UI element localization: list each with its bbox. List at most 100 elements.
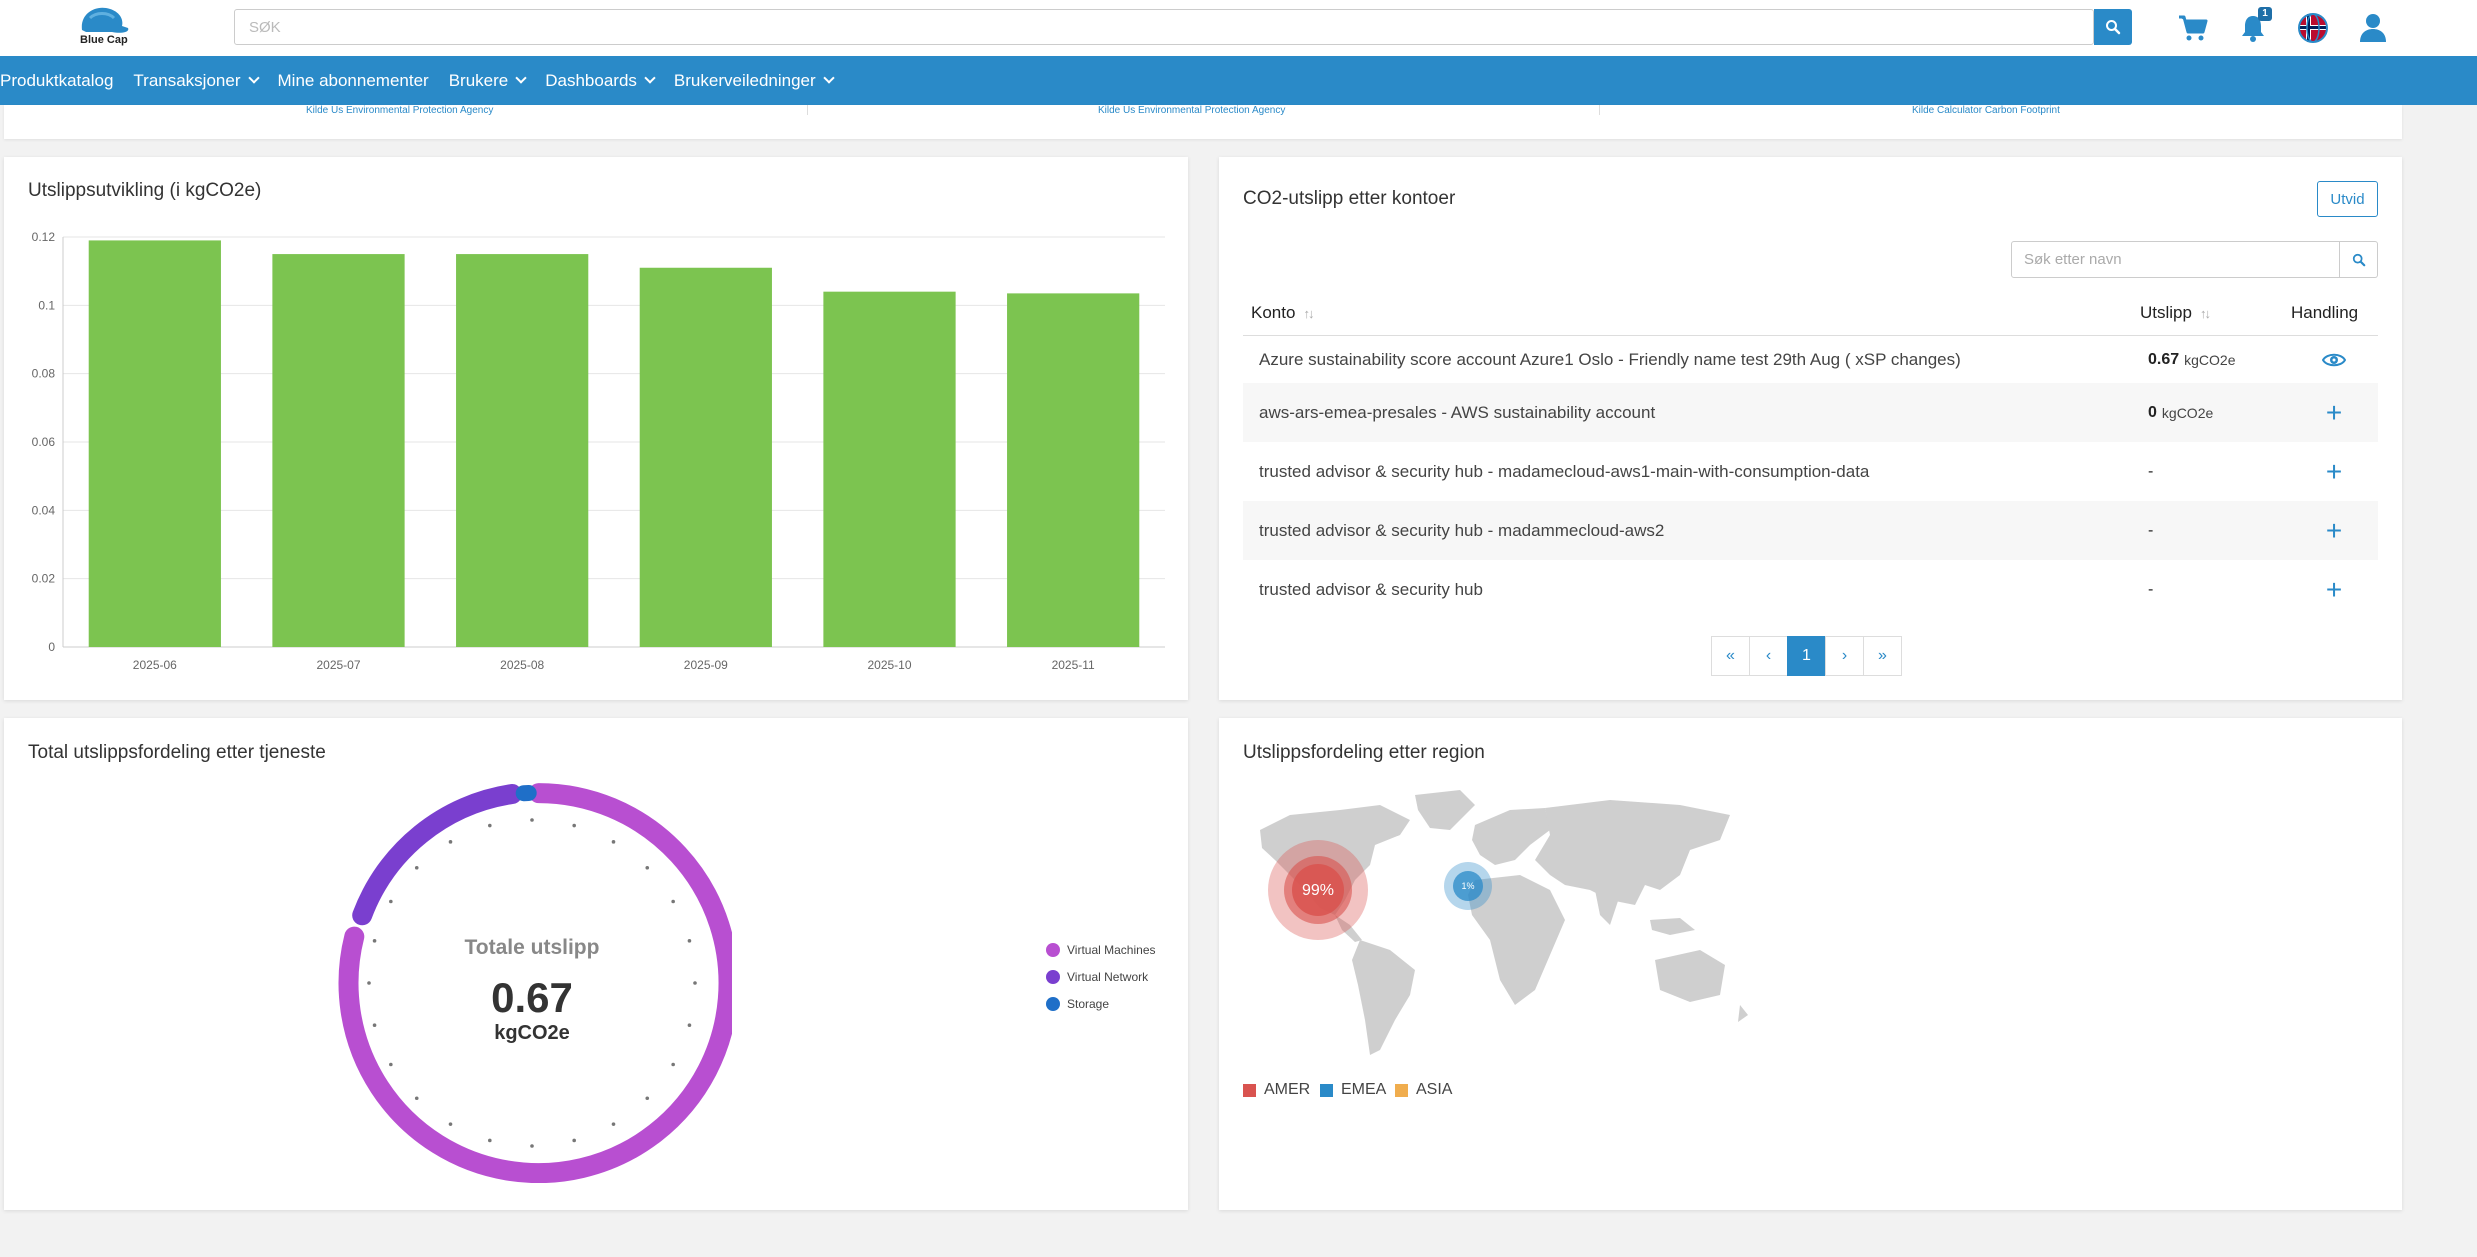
accounts-emission-title: CO2-utslipp etter kontoer [1243,188,1456,209]
bar[interactable] [88,240,221,647]
emission-trend-chart: 0 0.02 0.04 0.06 0.08 0.1 0.12 2025-06 2025-07 20… [32,230,1165,672]
brand-name: Blue Cap [80,34,128,46]
amer-marker-label: 99% [1302,882,1334,899]
chevron-down-icon [515,72,527,84]
donut-tick-dot [488,1138,492,1143]
y-tick-label: 0 [48,640,55,654]
table-header-divider [1243,335,2378,336]
donut-tick-dot [671,899,675,904]
account-search-button[interactable] [2340,241,2378,278]
add-account-button[interactable]: + [2314,560,2354,619]
legend-label: Virtual Machines [1067,943,1156,957]
legend-label: Storage [1067,997,1110,1011]
nav-item-transaksjoner[interactable]: Transaksjoner [133,71,260,91]
y-tick-label: 0.02 [32,572,56,586]
y-tick-label: 0.12 [32,230,56,244]
amer-marker[interactable] [1292,864,1344,916]
global-search-button[interactable] [2094,9,2132,45]
world-map: 99% 1% [1260,790,1748,1055]
add-account-button[interactable]: + [2314,383,2354,442]
column-header-emission[interactable]: Utslipp ↑↓ [2140,303,2211,323]
nav-item-produktkatalog[interactable]: Produktkatalog [0,71,113,91]
bar[interactable] [639,267,772,647]
account-search-input[interactable] [2011,241,2340,278]
emea-marker-label: 1% [1461,881,1474,891]
page-1-button[interactable]: 1 [1787,636,1826,676]
bar[interactable] [1007,293,1140,647]
table-row: Azure sustainability score account Azure… [1243,330,2378,389]
plus-icon: + [2325,455,2343,487]
region-legend-emea[interactable]: EMEA [1320,1081,1386,1099]
x-tick-label: 2025-06 [133,658,177,672]
x-tick-label: 2025-10 [867,658,911,672]
view-account-button[interactable] [2314,330,2354,389]
donut-segment-virtual-network[interactable] [352,784,523,926]
donut-tick-dot [389,1062,393,1067]
bar[interactable] [823,291,956,647]
source-link[interactable]: Kilde Us Environmental Protection Agency [306,105,494,116]
legend-item-virtual-machines[interactable]: Virtual Machines [1046,943,1156,957]
cart-button[interactable] [2176,11,2210,45]
nav-item-mine-abonnementer[interactable]: Mine abonnementer [278,71,429,91]
bar[interactable] [456,254,589,648]
donut-segment-virtual-machines[interactable] [338,783,732,1183]
account-name: trusted advisor & security hub - madamme… [1259,520,1665,540]
nav-label: Brukere [448,70,509,90]
prev-page-button[interactable]: ‹ [1749,636,1788,676]
source-link[interactable]: Kilde Us Environmental Protection Agency [1098,105,1286,116]
divider [807,105,808,115]
donut-tick-dot [687,1023,692,1027]
legend-label: AMER [1264,1081,1311,1098]
column-label: Utslipp [2140,303,2192,322]
brand-logo[interactable] [76,4,132,50]
donut-center-value: 0.67 [491,974,573,1021]
y-tick-label: 0.08 [32,367,56,381]
eye-icon [2322,353,2346,366]
plus-icon: + [2325,396,2343,428]
add-account-button[interactable]: + [2314,442,2354,501]
sort-icon: ↑↓ [1303,305,1314,321]
source-link[interactable]: Kilde Calculator Carbon Footprint [1912,105,2060,116]
donut-tick-dot [414,865,419,870]
column-header-action: Handling [2291,303,2358,323]
user-menu-button[interactable] [2356,11,2390,45]
nav-item-brukerveiledninger[interactable]: Brukerveiledninger [674,71,835,91]
x-tick-label: 2025-08 [500,658,544,672]
expand-button[interactable]: Utvid [2317,181,2378,217]
emea-marker[interactable] [1453,871,1483,901]
bar[interactable] [272,254,405,648]
donut-tick-dot [645,865,650,870]
plus-icon: + [2325,514,2343,546]
donut-tick-dot [530,818,534,822]
next-page-button[interactable]: › [1825,636,1864,676]
last-page-button[interactable]: » [1863,636,1902,676]
table-row: trusted advisor & security hub - madamme… [1243,501,2378,560]
column-header-account[interactable]: Konto ↑↓ [1251,303,1314,323]
legend-label: ASIA [1416,1081,1453,1098]
donut-tick-dot [572,823,576,828]
nav-item-dashboards[interactable]: Dashboards [545,71,656,91]
emission-unit: kgCO2e [2184,351,2236,368]
notifications-button[interactable] [2236,11,2270,45]
region-legend-amer[interactable]: AMER [1243,1081,1310,1099]
donut-center-unit: kgCO2e [494,1022,570,1044]
nav-item-brukere[interactable]: Brukere [448,70,527,91]
first-page-button[interactable]: « [1711,636,1750,676]
language-selector[interactable] [2296,11,2330,45]
donut-tick-dot [611,1122,616,1126]
sort-icon: ↑↓ [2199,305,2211,321]
region-legend-asia[interactable]: ASIA [1395,1081,1452,1099]
legend-item-storage[interactable]: Storage [1046,997,1109,1011]
column-label: Konto [1251,303,1296,322]
top-bar: Blue Cap 1 [0,0,2477,56]
service-donut-chart [338,783,732,1183]
add-account-button[interactable]: + [2314,501,2354,560]
global-search-input[interactable] [234,9,2094,45]
notification-badge: 1 [2258,7,2272,21]
table-row: trusted advisor & security hub - + [1243,560,2378,619]
donut-tick-dot [572,1138,576,1143]
account-name: trusted advisor & security hub - madamec… [1259,461,1870,481]
donut-tick-dot [671,1062,675,1067]
account-emission: - [2148,501,2153,560]
legend-item-virtual-network[interactable]: Virtual Network [1046,970,1148,984]
